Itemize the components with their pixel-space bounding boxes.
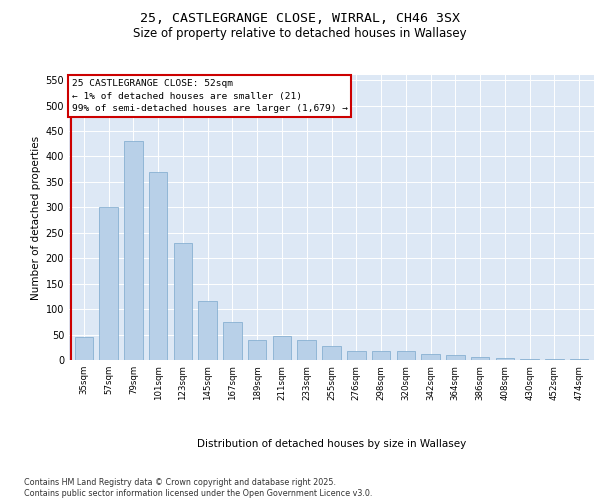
Bar — [372, 351, 391, 360]
Bar — [446, 355, 464, 360]
Text: Contains HM Land Registry data © Crown copyright and database right 2025.
Contai: Contains HM Land Registry data © Crown c… — [24, 478, 373, 498]
Bar — [248, 340, 266, 360]
Text: 25, CASTLEGRANGE CLOSE, WIRRAL, CH46 3SX: 25, CASTLEGRANGE CLOSE, WIRRAL, CH46 3SX — [140, 12, 460, 26]
Bar — [149, 172, 167, 360]
Bar — [421, 354, 440, 360]
Bar — [496, 358, 514, 360]
Bar — [74, 336, 93, 360]
Y-axis label: Number of detached properties: Number of detached properties — [31, 136, 41, 300]
Bar — [124, 141, 143, 360]
Bar — [173, 243, 192, 360]
Bar — [100, 208, 118, 360]
Bar — [347, 351, 365, 360]
Text: Size of property relative to detached houses in Wallasey: Size of property relative to detached ho… — [133, 28, 467, 40]
Bar — [520, 359, 539, 360]
Bar — [298, 340, 316, 360]
Bar — [397, 351, 415, 360]
Bar — [199, 302, 217, 360]
Text: 25 CASTLEGRANGE CLOSE: 52sqm
← 1% of detached houses are smaller (21)
99% of sem: 25 CASTLEGRANGE CLOSE: 52sqm ← 1% of det… — [71, 80, 347, 114]
X-axis label: Distribution of detached houses by size in Wallasey: Distribution of detached houses by size … — [197, 438, 466, 448]
Bar — [471, 358, 490, 360]
Bar — [322, 346, 341, 360]
Bar — [272, 336, 291, 360]
Bar — [223, 322, 242, 360]
